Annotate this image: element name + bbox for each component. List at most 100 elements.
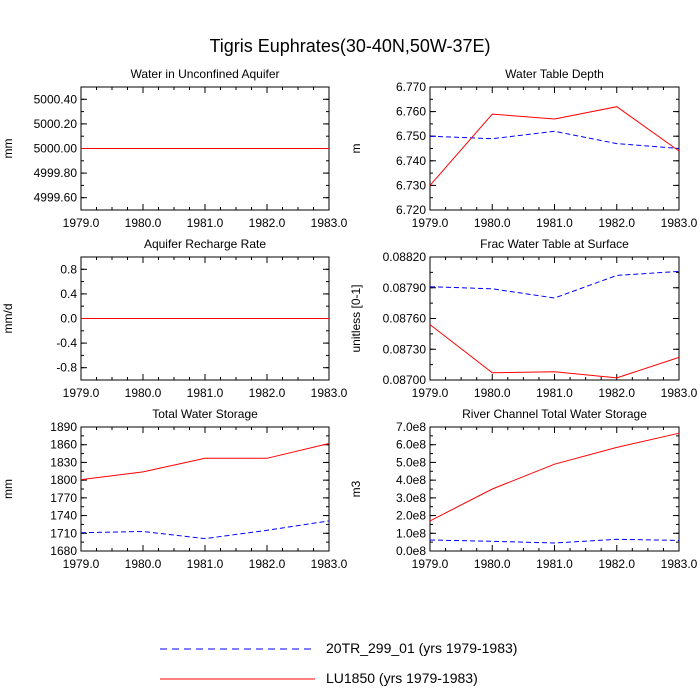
series-line-20tr bbox=[80, 520, 330, 540]
y-tick-label: 5.0e8 bbox=[396, 455, 426, 469]
panel-frac-water-table-surface: Frac Water Table at Surface unitless [0-1… bbox=[349, 237, 698, 400]
panel-title: Water Table Depth bbox=[505, 67, 604, 81]
y-tick-label: 4.0e8 bbox=[396, 473, 426, 487]
x-tick-label: 1981.0 bbox=[536, 216, 573, 230]
panel-title: River Channel Total Water Storage bbox=[462, 407, 647, 421]
x-tick-label: 1983.0 bbox=[311, 216, 348, 230]
series-line-lu1850 bbox=[429, 324, 680, 379]
x-tick-label: 1979.0 bbox=[63, 216, 100, 230]
x-tick-label: 1982.0 bbox=[598, 557, 635, 571]
x-tick-label: 1979.0 bbox=[63, 386, 100, 400]
y-tick-label: 5000.40 bbox=[34, 92, 78, 106]
plot-frame bbox=[429, 256, 680, 381]
series-line-lu1850 bbox=[80, 443, 330, 481]
x-tick-label: 1979.0 bbox=[63, 557, 100, 571]
y-tick-label: 0.4 bbox=[60, 287, 77, 301]
x-tick-label: 1981.0 bbox=[187, 557, 224, 571]
panel-total-water-storage: Total Water Storage mm 1979.0 1980.0 1981.0 1… bbox=[1, 407, 348, 571]
x-tick-label: 1983.0 bbox=[661, 216, 698, 230]
y-axis-label: mm/d bbox=[1, 304, 15, 334]
x-tick-label: 1982.0 bbox=[249, 386, 286, 400]
series-line-20tr bbox=[429, 270, 680, 299]
series-line-lu1850 bbox=[429, 432, 680, 522]
panel-title: Aquifer Recharge Rate bbox=[144, 237, 266, 251]
y-tick-label: 6.720 bbox=[396, 203, 426, 217]
panel-title: Total Water Storage bbox=[152, 407, 258, 421]
x-tick-label: 1979.0 bbox=[412, 386, 449, 400]
y-tick-label: -0.8 bbox=[56, 361, 77, 375]
panel-aquifer-recharge-rate: Aquifer Recharge Rate mm/d 1979.0 1980.0 198… bbox=[1, 237, 348, 400]
plot-frame bbox=[429, 426, 680, 552]
y-tick-label: 6.0e8 bbox=[396, 438, 426, 452]
y-tick-label: 6.740 bbox=[396, 154, 426, 168]
x-tick-label: 1981.0 bbox=[536, 557, 573, 571]
y-tick-label: 0.08730 bbox=[383, 342, 427, 356]
y-tick-label: 1740 bbox=[50, 509, 77, 523]
y-tick-label: -0.4 bbox=[56, 336, 77, 350]
series-line-20tr bbox=[429, 130, 680, 149]
series-line-lu1850 bbox=[429, 106, 680, 186]
y-axis-label: mm bbox=[1, 139, 15, 159]
figure-title: Tigris Euphrates(30-40N,50W-37E) bbox=[209, 36, 491, 56]
y-tick-label: 7.0e8 bbox=[396, 420, 426, 434]
y-axis-label: unitless [0-1] bbox=[349, 284, 363, 352]
y-tick-label: 3.0e8 bbox=[396, 491, 426, 505]
x-tick-label: 1983.0 bbox=[661, 386, 698, 400]
y-tick-label: 6.750 bbox=[396, 129, 426, 143]
plot-frame bbox=[429, 86, 680, 211]
x-tick-label: 1980.0 bbox=[474, 386, 511, 400]
y-tick-label: 0.0e8 bbox=[396, 544, 426, 558]
y-tick-label: 6.760 bbox=[396, 105, 426, 119]
y-tick-label: 1830 bbox=[50, 455, 77, 469]
y-tick-label: 0.08700 bbox=[383, 373, 427, 387]
x-tick-label: 1979.0 bbox=[412, 216, 449, 230]
x-tick-label: 1982.0 bbox=[598, 216, 635, 230]
x-tick-label: 1980.0 bbox=[125, 386, 162, 400]
panel-water-table-depth: Water Table Depth m 1979.0 1980.0 1981.0 1982… bbox=[349, 67, 698, 230]
y-tick-label: 1860 bbox=[50, 438, 77, 452]
y-tick-label: 4999.60 bbox=[34, 191, 78, 205]
plot-frame bbox=[80, 426, 330, 552]
y-axis-label: m bbox=[349, 144, 363, 154]
y-tick-label: 1800 bbox=[50, 473, 77, 487]
panel-title: Water in Unconfined Aquifer bbox=[131, 67, 280, 81]
y-tick-label: 1770 bbox=[50, 491, 77, 505]
x-tick-label: 1982.0 bbox=[249, 216, 286, 230]
y-tick-label: 4999.80 bbox=[34, 166, 78, 180]
y-tick-label: 6.770 bbox=[396, 80, 426, 94]
y-axis-label: mm bbox=[1, 479, 15, 499]
panel-river-channel-water-storage: River Channel Total Water Storage m3 1979.… bbox=[349, 407, 698, 571]
y-tick-label: 0.08760 bbox=[383, 312, 427, 326]
panel-title: Frac Water Table at Surface bbox=[480, 237, 629, 251]
x-tick-label: 1982.0 bbox=[249, 557, 286, 571]
y-tick-label: 5000.00 bbox=[34, 142, 78, 156]
x-tick-label: 1981.0 bbox=[187, 386, 224, 400]
x-tick-label: 1982.0 bbox=[598, 386, 635, 400]
y-tick-label: 1680 bbox=[50, 544, 77, 558]
x-tick-label: 1980.0 bbox=[125, 216, 162, 230]
y-tick-label: 0.0 bbox=[60, 312, 77, 326]
y-tick-label: 0.08820 bbox=[383, 250, 427, 264]
y-tick-label: 0.8 bbox=[60, 262, 77, 276]
legend-label-lu1850: LU1850 (yrs 1979-1983) bbox=[326, 670, 478, 686]
y-tick-label: 1.0e8 bbox=[396, 526, 426, 540]
x-tick-label: 1981.0 bbox=[187, 216, 224, 230]
panel-water-unconfined-aquifer: Water in Unconfined Aquifer mm 1979.0 1980.… bbox=[1, 67, 348, 230]
x-tick-label: 1983.0 bbox=[311, 386, 348, 400]
y-tick-label: 1890 bbox=[50, 420, 77, 434]
y-tick-label: 1710 bbox=[50, 526, 77, 540]
y-tick-label: 5000.20 bbox=[34, 117, 78, 131]
y-tick-label: 6.730 bbox=[396, 178, 426, 192]
legend-label-20tr: 20TR_299_01 (yrs 1979-1983) bbox=[326, 640, 518, 656]
x-tick-label: 1979.0 bbox=[412, 557, 449, 571]
x-tick-label: 1980.0 bbox=[474, 216, 511, 230]
x-tick-label: 1981.0 bbox=[536, 386, 573, 400]
legend bbox=[160, 648, 315, 680]
x-tick-label: 1983.0 bbox=[311, 557, 348, 571]
y-tick-label: 0.08790 bbox=[383, 281, 427, 295]
series-line-20tr bbox=[429, 538, 680, 544]
y-tick-label: 2.0e8 bbox=[396, 509, 426, 523]
y-axis-label: m3 bbox=[349, 480, 363, 497]
x-tick-label: 1980.0 bbox=[125, 557, 162, 571]
